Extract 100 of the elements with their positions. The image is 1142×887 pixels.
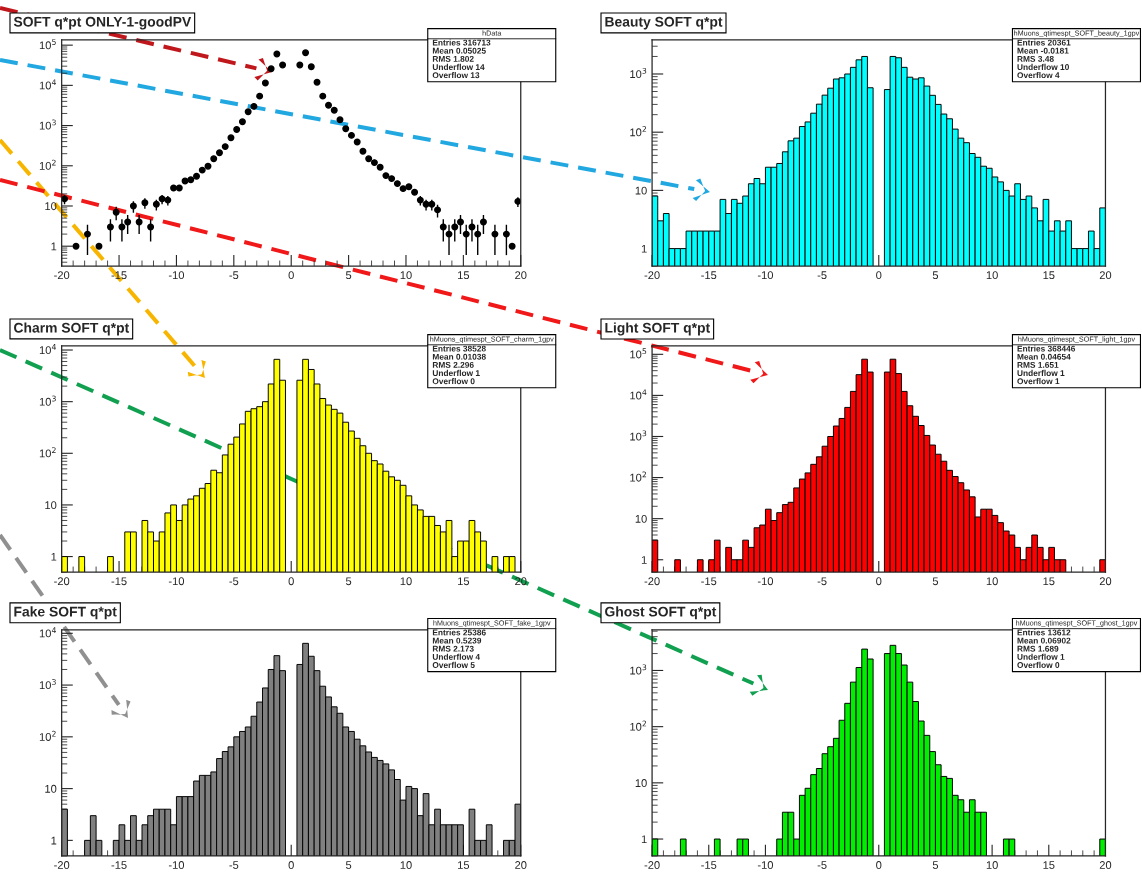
annotation: Mean 0.5239	[432, 637, 482, 644]
chart-title: SOFT q*pt ONLY-1-goodPV	[13, 16, 192, 30]
x-tick-label: -20	[644, 577, 660, 586]
x-tick-label: 20	[1099, 271, 1112, 280]
x-tick-label: 5	[932, 577, 939, 586]
annotation: Entries 20361	[1017, 39, 1071, 46]
x-tick-label: -20	[54, 861, 70, 869]
y-tick-label: 10$^{5}$	[630, 348, 647, 359]
x-tick-label: -5	[817, 861, 827, 869]
annotation: Overflow 1	[1017, 378, 1060, 385]
y-tick-label: 1	[641, 835, 647, 844]
y-tick-label: 10$^{4}$	[39, 79, 57, 90]
annotation: RMS 1.802	[432, 55, 474, 62]
x-tick-label: 0	[876, 861, 882, 869]
y-tick-label: 10$^{2}$	[39, 447, 56, 458]
y-tick-label: 10$^{2}$	[630, 471, 647, 482]
annotation: Underflow 14	[432, 63, 485, 70]
chart-title: Fake SOFT q*pt	[14, 606, 117, 620]
chart-title: Beauty SOFT q*pt	[605, 16, 723, 30]
x-tick-label: 10	[986, 271, 998, 280]
x-tick-label: 0	[288, 271, 294, 280]
y-tick-label: 1	[51, 242, 57, 251]
annotation: Entries 13612	[1017, 629, 1071, 636]
y-tick-label: 10	[635, 514, 647, 523]
x-tick-label: 20	[515, 271, 527, 280]
chart-title: Ghost SOFT q*pt	[605, 606, 717, 620]
x-tick-label: -20	[54, 271, 70, 280]
x-tick-label: 10	[400, 577, 412, 586]
annotation: RMS 3.48	[1017, 55, 1054, 62]
x-tick-label: -5	[817, 577, 827, 586]
x-tick-label: -10	[757, 861, 774, 869]
annotation: RMS 2.173	[432, 645, 474, 652]
y-tick-label: 10	[45, 784, 57, 793]
annotation: Overflow 13	[432, 71, 480, 79]
x-tick-label: -5	[229, 271, 239, 280]
x-tick-label: 5	[932, 861, 939, 869]
y-tick-label: 10$^{4}$	[630, 389, 647, 400]
y-tick-label: 10$^{4}$	[39, 627, 57, 638]
y-tick-label: 1	[641, 244, 647, 253]
x-tick-label: -5	[229, 861, 239, 869]
annotation: Mean 0.01038	[432, 353, 486, 360]
x-tick-label: 15	[1043, 861, 1055, 869]
x-tick-label: 20	[1099, 861, 1112, 869]
y-tick-label: 10	[635, 186, 647, 195]
y-tick-label: 10$^{3}$	[630, 67, 647, 79]
x-tick-label: 15	[1043, 271, 1055, 280]
y-tick-label: 10$^{3}$	[39, 678, 56, 690]
annotation: Underflow 1	[1017, 653, 1065, 660]
x-tick-label: -5	[229, 577, 239, 586]
x-tick-label: 0	[288, 861, 294, 869]
annotation: Underflow 1	[1017, 369, 1065, 376]
x-tick-label: 0	[288, 577, 294, 586]
x-tick-label: -15	[111, 861, 127, 869]
y-tick-label: 10$^{2}$	[630, 720, 647, 731]
x-tick-label: -15	[701, 577, 717, 586]
annotation: Overflow 5	[432, 661, 475, 668]
x-tick-label: 5	[345, 577, 352, 586]
annotation: Underflow 4	[432, 653, 480, 660]
annotation: RMS 1.651	[1017, 361, 1059, 368]
x-tick-label: -20	[54, 577, 70, 586]
x-tick-label: -10	[757, 271, 774, 280]
y-tick-label: 1	[641, 556, 647, 564]
x-tick-label: 10	[400, 271, 412, 280]
y-tick-label: 10$^{2}$	[39, 730, 56, 741]
chart-title: Light SOFT q*pt	[605, 322, 710, 336]
x-tick-label: 20	[515, 861, 527, 869]
y-tick-label: 10$^{3}$	[630, 430, 647, 441]
x-tick-label: 15	[1043, 577, 1055, 586]
chart-title: Charm SOFT q*pt	[14, 322, 130, 336]
x-tick-label: 5	[345, 861, 352, 869]
x-tick-label: -15	[701, 271, 717, 280]
x-tick-label: 20	[1099, 577, 1112, 586]
x-tick-label: -10	[757, 577, 774, 586]
x-tick-label: 10	[986, 861, 998, 869]
x-tick-label: -20	[644, 861, 660, 869]
y-tick-label: 10$^{2}$	[630, 126, 647, 137]
y-tick-label: 1	[51, 552, 57, 561]
x-tick-label: -20	[644, 271, 660, 280]
x-tick-label: -10	[168, 271, 185, 280]
y-tick-label: 10$^{5}$	[39, 39, 56, 50]
x-tick-label: 10	[986, 577, 998, 586]
x-tick-label: 15	[458, 271, 470, 280]
x-tick-label: -10	[168, 577, 185, 586]
annotation: Underflow 10	[1017, 63, 1069, 70]
annotation: RMS 1.689	[1017, 645, 1059, 652]
x-tick-label: 0	[876, 577, 882, 586]
x-tick-label: -15	[111, 577, 127, 586]
annotation: Mean -0.0181	[1017, 47, 1069, 54]
x-tick-label: -10	[168, 861, 185, 869]
annotation: Mean 0.05025	[432, 47, 486, 54]
annotation: Mean 0.04654	[1017, 353, 1071, 360]
annotation: Entries 316713	[432, 39, 491, 46]
x-tick-label: -5	[817, 271, 827, 280]
y-tick-label: 10	[635, 779, 647, 787]
annotation: Overflow 4	[1017, 71, 1060, 79]
x-tick-label: -15	[701, 861, 717, 869]
x-tick-label: 5	[345, 271, 352, 280]
y-tick-label: 10$^{3}$	[39, 119, 56, 130]
x-tick-label: 15	[458, 861, 470, 869]
x-tick-label: 15	[458, 577, 470, 586]
